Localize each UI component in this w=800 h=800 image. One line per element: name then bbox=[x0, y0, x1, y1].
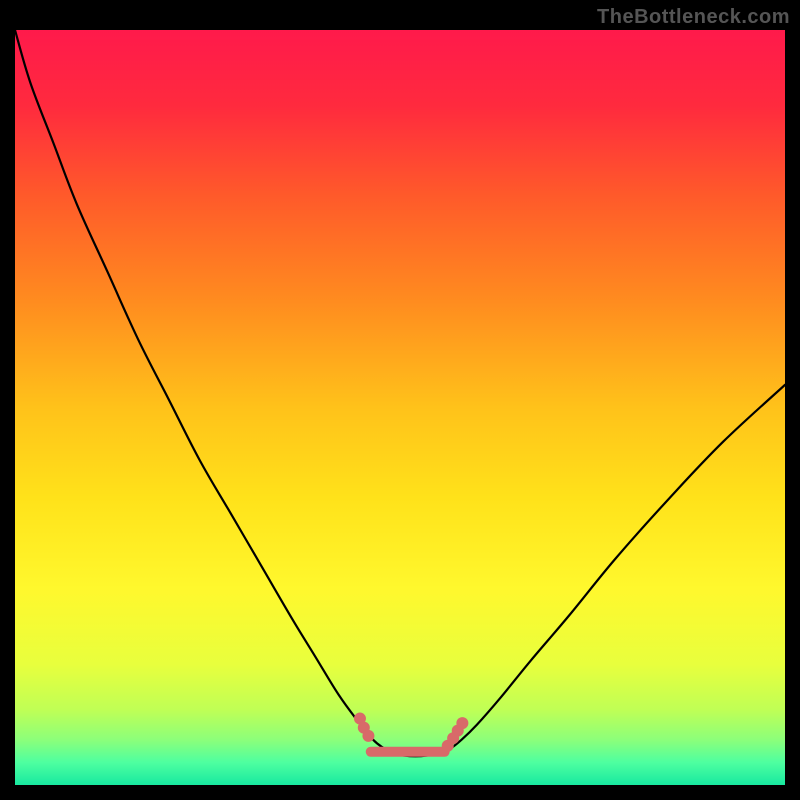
watermark-text: TheBottleneck.com bbox=[597, 6, 790, 29]
optimal-marker-right-3 bbox=[456, 717, 468, 729]
plot-area bbox=[15, 30, 785, 785]
bottleneck-curve-chart bbox=[15, 30, 785, 785]
chart-frame: TheBottleneck.com bbox=[0, 0, 800, 800]
optimal-marker-left-2 bbox=[362, 730, 374, 742]
gradient-background bbox=[15, 30, 785, 785]
